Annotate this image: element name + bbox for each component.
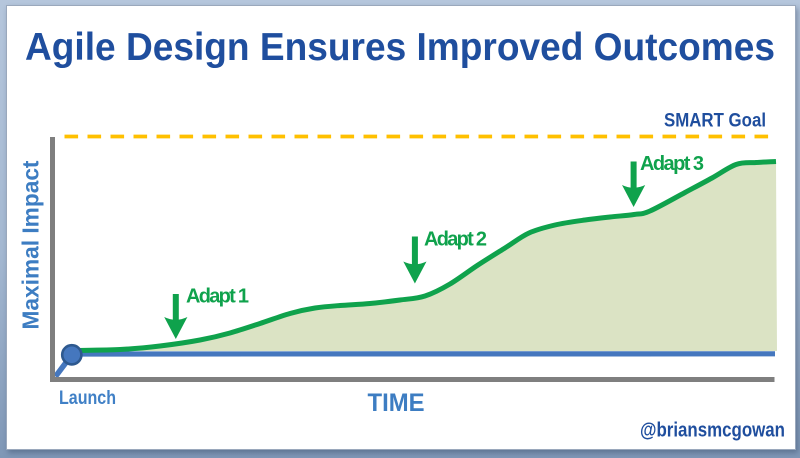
svg-text:Adapt 3: Adapt 3: [640, 153, 704, 175]
svg-text:Adapt 2: Adapt 2: [424, 229, 487, 251]
svg-text:Adapt 1: Adapt 1: [186, 286, 249, 308]
svg-text:SMART Goal: SMART Goal: [664, 111, 766, 132]
svg-text:Maximal Impact: Maximal Impact: [18, 160, 44, 329]
svg-text:@briansmcgowan: @briansmcgowan: [640, 420, 785, 442]
svg-text:Agile Design Ensures Improved: Agile Design Ensures Improved Outcomes: [25, 26, 775, 69]
svg-text:Launch: Launch: [59, 388, 116, 409]
svg-text:TIME: TIME: [368, 389, 425, 417]
